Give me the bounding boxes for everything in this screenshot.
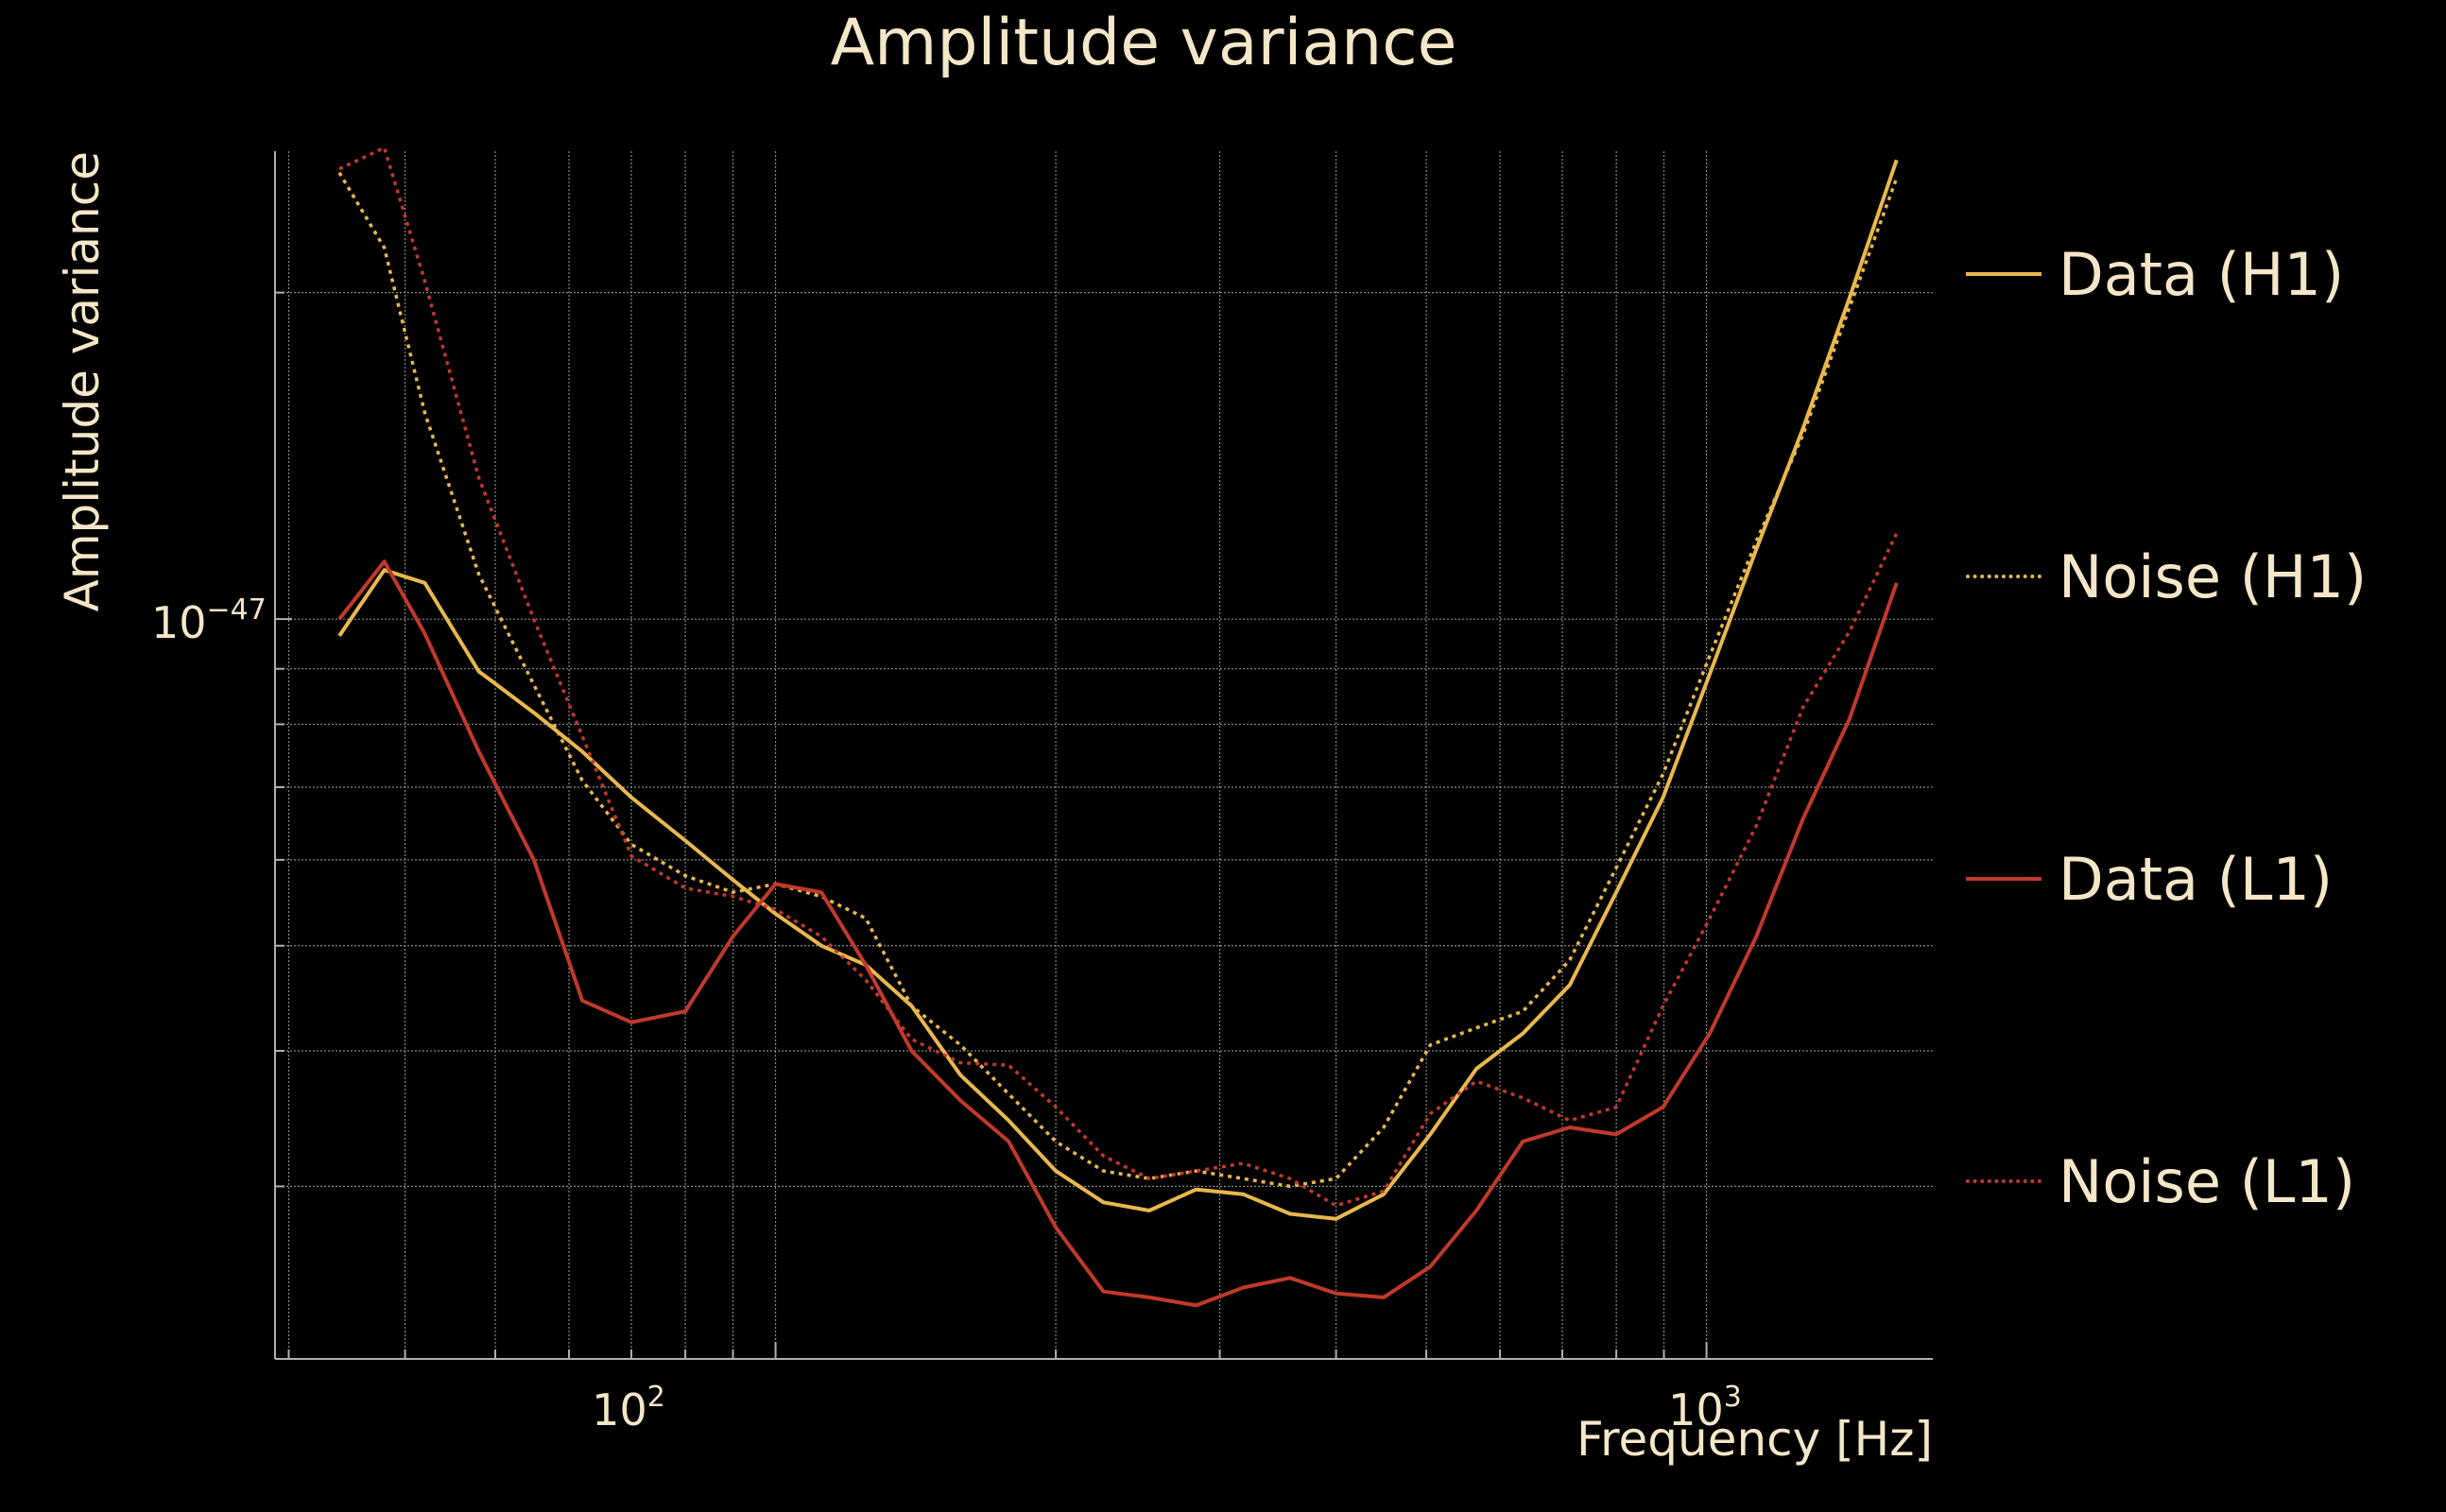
legend-swatch-data-h1 <box>1966 272 2041 276</box>
legend-label-noise-h1: Noise (H1) <box>2058 541 2368 611</box>
legend-item-noise-l1: Noise (L1) <box>1966 1143 2355 1219</box>
y-tick-label-1e-47: 10−47 <box>151 593 267 648</box>
x-axis-label: Frequency [Hz] <box>1576 1412 1933 1467</box>
legend-label-noise-l1: Noise (L1) <box>2058 1146 2356 1216</box>
legend-label-data-h1: Data (H1) <box>2058 239 2345 309</box>
x-tick-exp-100: 2 <box>647 1381 665 1414</box>
series-line-data-l1 <box>337 559 1899 1308</box>
axes <box>274 151 1933 1360</box>
chart-title: Amplitude variance <box>831 6 1457 80</box>
x-tick-exp-1000: 3 <box>1724 1381 1742 1414</box>
grid-y <box>275 291 1933 1188</box>
legend-swatch-data-l1 <box>1966 877 2041 881</box>
series-line-noise-l1 <box>338 146 1899 1208</box>
legend-item-data-h1: Data (H1) <box>1966 236 2344 312</box>
legend-swatch-noise-h1 <box>1966 575 2041 578</box>
x-tick-base-100: 10 <box>592 1384 647 1435</box>
tick-labels: 102 103 10−47 <box>151 593 1742 1435</box>
grid-minor-x <box>287 151 1708 1359</box>
legend-swatch-noise-l1 <box>1966 1179 2041 1183</box>
x-tick-label-100: 102 <box>592 1381 665 1435</box>
legend-label-data-l1: Data (L1) <box>2058 844 2334 914</box>
y-axis-label: Amplitude variance <box>55 151 110 611</box>
series-layer <box>337 146 1899 1308</box>
legend-item-data-l1: Data (L1) <box>1966 841 2333 917</box>
legend-item-noise-h1: Noise (H1) <box>1966 539 2367 614</box>
x-tick-base-1000: 10 <box>1668 1384 1724 1435</box>
x-tick-label-1000: 103 <box>1668 1381 1742 1435</box>
y-tick-base: 10 <box>151 597 207 648</box>
series-line-data-h1 <box>337 159 1899 1221</box>
y-tick-exp: −47 <box>207 593 267 627</box>
series-line-noise-h1 <box>337 171 1899 1189</box>
